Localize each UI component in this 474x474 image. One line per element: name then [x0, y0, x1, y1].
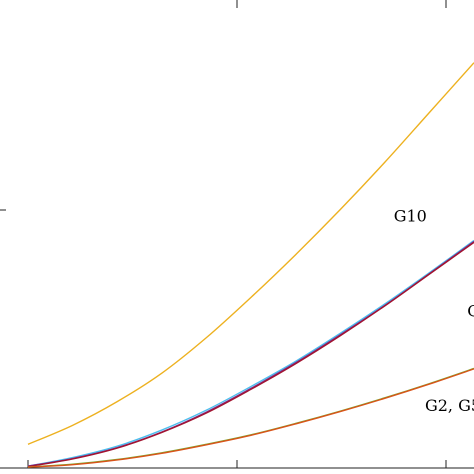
curve-label-0: G10: [394, 207, 427, 226]
series-line-2: [27, 240, 474, 467]
curve-label-1: G: [467, 301, 474, 320]
annotation-layer: G10 G G2, G5: [394, 207, 474, 416]
series-line-5: [27, 368, 474, 468]
series-layer: [27, 62, 474, 468]
curve-label-2: G2, G5: [425, 396, 474, 415]
series-line-0: [27, 62, 474, 445]
series-line-1: [27, 239, 474, 467]
series-line-3: [27, 241, 474, 468]
